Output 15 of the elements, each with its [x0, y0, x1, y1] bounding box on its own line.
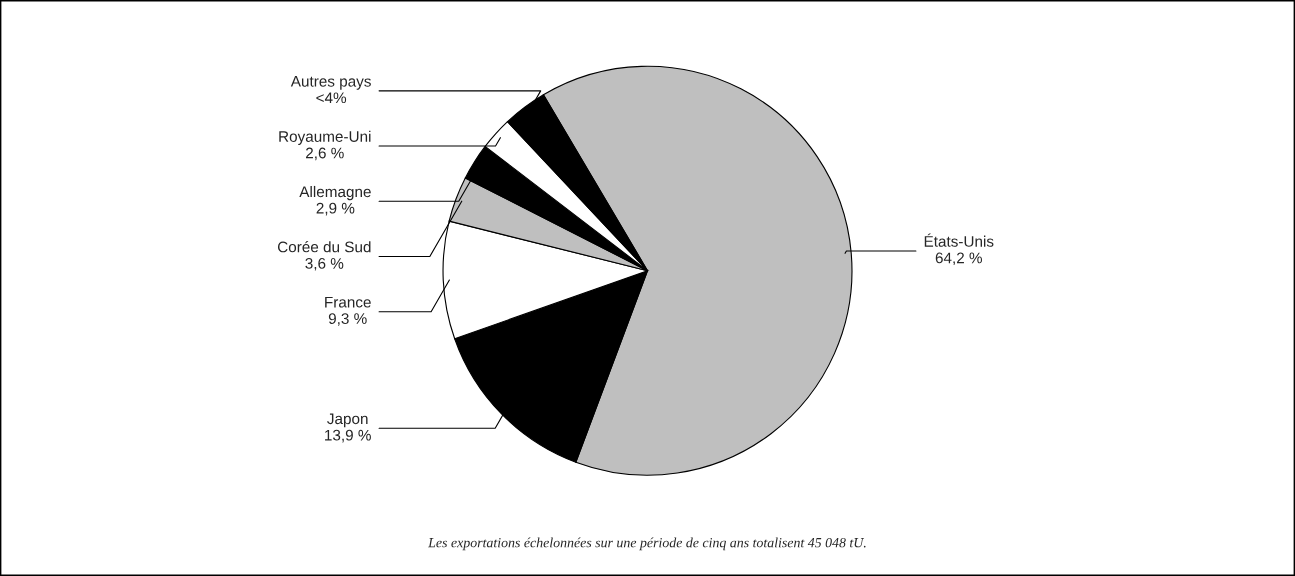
data-label: 3,6 %: [305, 257, 344, 271]
data-label: <4%: [316, 92, 347, 104]
data-label: 2,6 %: [306, 147, 344, 161]
data-label: 9,3 %: [328, 313, 367, 326]
data-label: 13,9 %: [325, 429, 371, 443]
slice-label: Corée du Sud: [277, 240, 371, 253]
slice-label: Autres pays: [290, 76, 371, 90]
slice-label: Japon: [327, 413, 368, 428]
data-label: 64,2 %: [935, 252, 983, 266]
data-label: 2,9 %: [316, 202, 355, 216]
slice-label: Allemagne: [299, 185, 371, 201]
slice-label: France: [325, 296, 371, 308]
text: Les exportations échelonnées sur une période de cinq ans totalisent 45 048 tU.: [428, 537, 866, 551]
slice-label: États-Unis: [924, 233, 994, 247]
slice-label: Royaume-Uni: [279, 130, 371, 145]
